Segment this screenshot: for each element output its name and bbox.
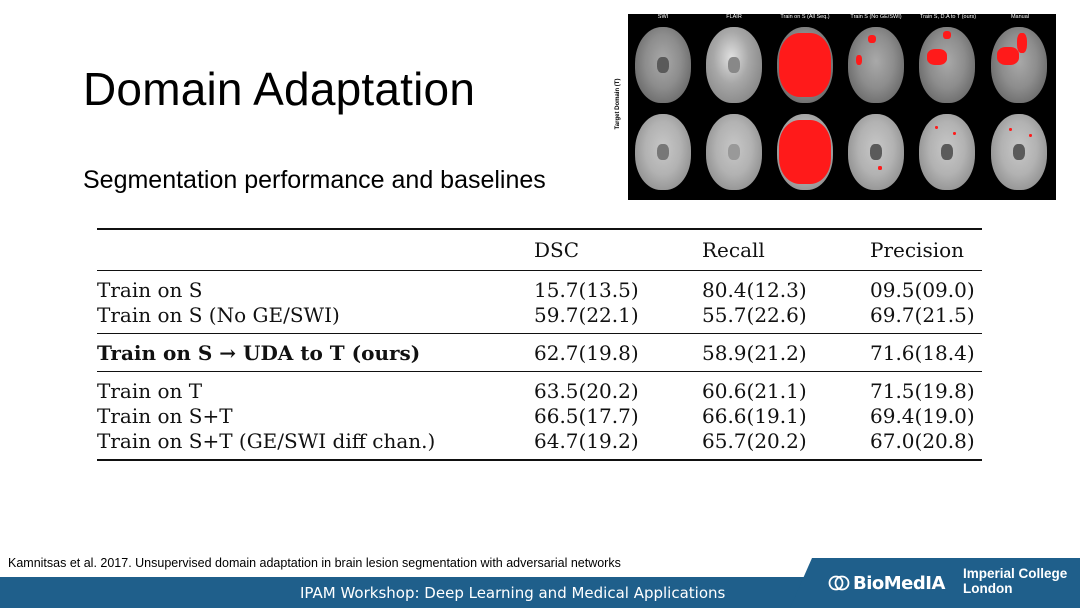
- table-row: Train on S 15.7(13.5) 80.4(12.3) 09.5(09…: [97, 271, 982, 304]
- mri-row1-train-s-all: [771, 23, 839, 107]
- footer-workshop-text: IPAM Workshop: Deep Learning and Medical…: [300, 584, 726, 602]
- row-method: Train on S+T: [97, 404, 233, 428]
- row-recall: 65.7(20.2): [702, 429, 807, 453]
- figure-col-label-train-s-da: Train S, D.A to T (ours): [919, 14, 977, 20]
- row-precision: 69.4(19.0): [870, 404, 975, 428]
- mri-row1-manual: [985, 23, 1053, 107]
- table-row: Train on S (No GE/SWI) 59.7(22.1) 55.7(2…: [97, 303, 982, 334]
- figure-col-label-manual: Manual: [1010, 14, 1030, 20]
- row-dsc: 62.7(19.8): [534, 341, 639, 365]
- footer-logo-panel: [790, 558, 1080, 608]
- row-precision: 71.5(19.8): [870, 379, 975, 403]
- mri-row2-swi: [629, 110, 697, 194]
- table-row-ours: Train on S → UDA to T (ours) 62.7(19.8) …: [97, 334, 982, 372]
- slide-subtitle: Segmentation performance and baselines: [83, 166, 546, 194]
- row-precision: 67.0(20.8): [870, 429, 975, 453]
- mri-row2-train-s-da: [913, 110, 981, 194]
- figure-col-label-flair: FLAIR: [726, 14, 742, 20]
- row-dsc: 66.5(17.7): [534, 404, 639, 428]
- mri-row1-train-s-da: [913, 23, 981, 107]
- header-method: [97, 229, 534, 271]
- figure-col-label-train-s-all: Train on S (All Seq.): [780, 14, 830, 20]
- row-dsc: 63.5(20.2): [534, 379, 639, 403]
- slide-title: Domain Adaptation: [83, 63, 476, 115]
- mri-row1-train-s-no-ge: [842, 23, 910, 107]
- row-recall: 55.7(22.6): [702, 303, 807, 327]
- row-method: Train on S: [97, 278, 203, 302]
- row-recall: 66.6(19.1): [702, 404, 807, 428]
- biomedia-mark-icon: [828, 575, 850, 591]
- header-precision: Precision: [870, 237, 965, 262]
- imperial-college-logo: Imperial College London: [963, 566, 1067, 596]
- header-recall: Recall: [702, 237, 765, 262]
- table-row: Train on S+T 66.5(17.7) 66.6(19.1) 69.4(…: [97, 404, 982, 429]
- table-row: Train on S+T (GE/SWI diff chan.) 64.7(19…: [97, 429, 982, 460]
- row-method: Train on S → UDA to T (ours): [97, 341, 421, 365]
- mri-row2-train-s-no-ge: [842, 110, 910, 194]
- mri-row1-flair: [700, 23, 768, 107]
- row-method: Train on S+T (GE/SWI diff chan.): [97, 429, 436, 453]
- table-row: Train on T 63.5(20.2) 60.6(21.1) 71.5(19…: [97, 372, 982, 405]
- figure-row-label: Target Domain (T): [615, 78, 621, 130]
- figure-col-label-swi: SWI: [657, 14, 669, 20]
- table-header-row: DSC Recall Precision: [97, 229, 982, 271]
- mri-row1-swi: [629, 23, 697, 107]
- mri-row2-flair: [700, 110, 768, 194]
- row-precision: 09.5(09.0): [870, 278, 975, 302]
- mri-row2-manual: [985, 110, 1053, 194]
- mri-row2-train-s-all: [771, 110, 839, 194]
- row-dsc: 64.7(19.2): [534, 429, 639, 453]
- imperial-logo-line1: Imperial College: [963, 566, 1068, 581]
- citation: Kamnitsas et al. 2017. Unsupervised doma…: [8, 556, 621, 570]
- row-method: Train on S (No GE/SWI): [97, 303, 340, 327]
- row-recall: 60.6(21.1): [702, 379, 807, 403]
- segmentation-figure: Target Domain (T) SWI FLAIR Train on S (…: [615, 14, 1056, 200]
- results-table: DSC Recall Precision Train on S 15.7(13.…: [97, 228, 982, 461]
- row-recall: 80.4(12.3): [702, 278, 807, 302]
- row-method: Train on T: [97, 379, 203, 403]
- figure-col-label-train-s-no-ge: Train S (No GE/SWI): [850, 14, 902, 20]
- row-precision: 71.6(18.4): [870, 341, 975, 365]
- imperial-logo-line2: London: [963, 581, 1013, 596]
- biomedia-logo: BioMedIA: [828, 569, 945, 597]
- header-dsc: DSC: [534, 237, 580, 262]
- row-dsc: 59.7(22.1): [534, 303, 639, 327]
- row-dsc: 15.7(13.5): [534, 278, 639, 302]
- row-recall: 58.9(21.2): [702, 341, 807, 365]
- biomedia-logo-text: BioMedIA: [853, 572, 945, 594]
- row-precision: 69.7(21.5): [870, 303, 975, 327]
